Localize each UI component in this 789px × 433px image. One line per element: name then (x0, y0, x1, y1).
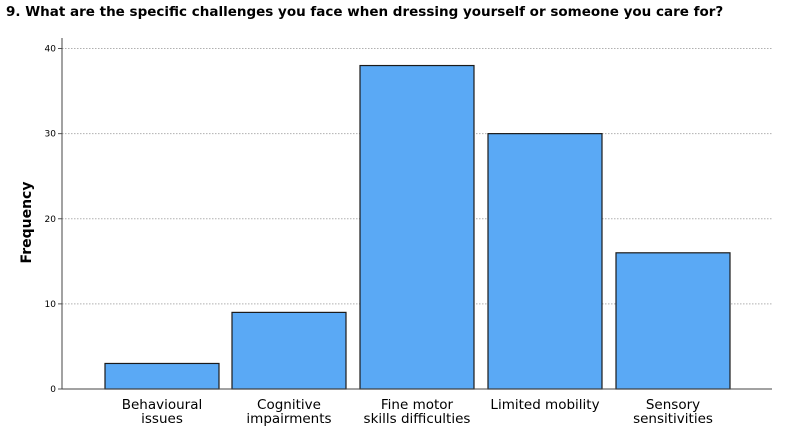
y-tick-label-0: 0 (50, 385, 56, 395)
x-category-label-1: Cognitive impairments (246, 397, 331, 427)
chart-title: 9. What are the specific challenges you … (6, 4, 724, 20)
bar-1 (231, 311, 347, 390)
bar-4 (615, 252, 731, 390)
y-tick-label-40: 40 (45, 45, 57, 55)
x-category-label-3: Limited mobility (490, 397, 599, 413)
bar-0 (104, 362, 220, 390)
y-tick-label-30: 30 (45, 130, 57, 140)
y-tick-label-20: 20 (45, 215, 57, 225)
axes (58, 38, 772, 390)
bar-3 (487, 133, 603, 390)
bar-2 (359, 64, 475, 390)
x-category-label-0: Behavioural issues (122, 397, 203, 427)
axis-labels: 0 10 20 30 40 Behavioural issues Cognitive impai… (19, 45, 713, 427)
y-axis-title: Frequency (19, 182, 35, 264)
y-tick-label-10: 10 (45, 300, 57, 310)
x-category-label-4: Sensory sensitivities (633, 397, 713, 427)
bars (104, 64, 731, 390)
x-category-label-2: Fine motor skills difficulties (364, 397, 471, 427)
